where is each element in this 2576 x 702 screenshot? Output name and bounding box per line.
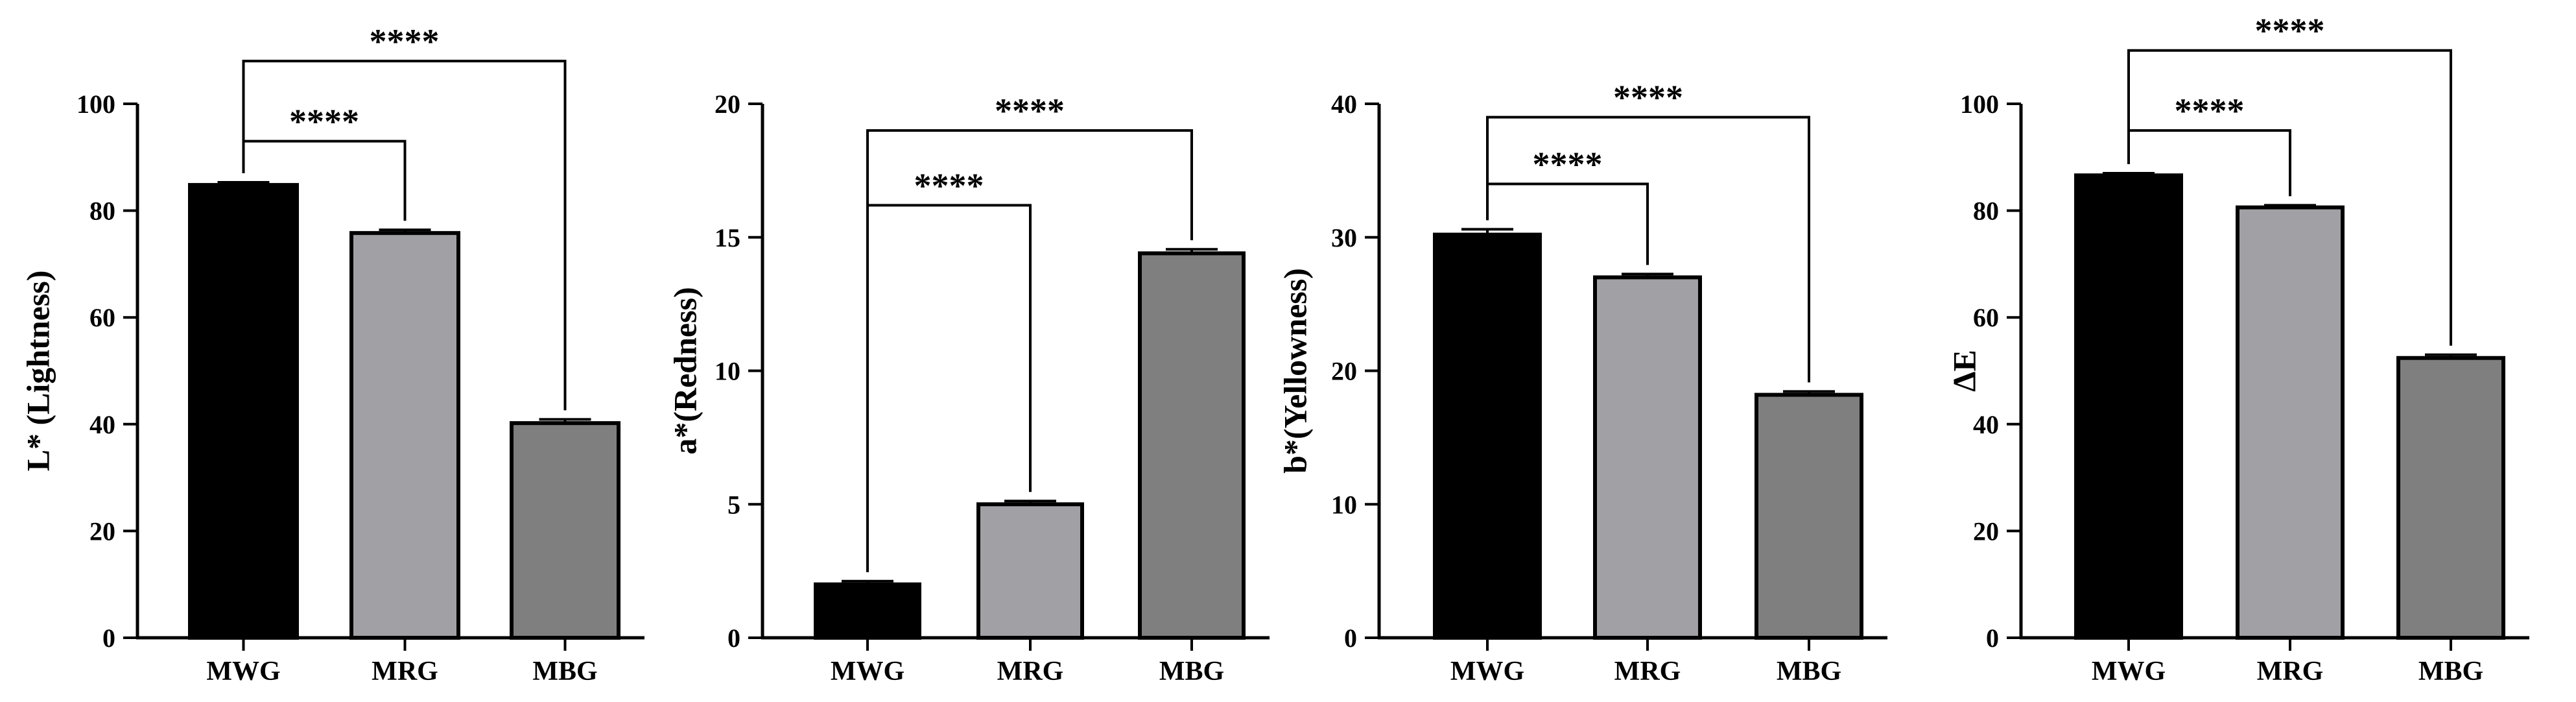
significance-bracket [866,129,1193,572]
chart-panel-2: 0 5 10 15 20 a*(Redness) MWG MRG MBG **** **** [667,90,1270,686]
x-tick-label: MWG [206,657,280,686]
bar-mbg [1138,251,1246,640]
x-tick-label: MRG [372,657,438,686]
significance-label: **** [1613,79,1683,117]
significance-label: **** [370,22,440,61]
y-tick-label: 0 [102,623,115,653]
bar-mrg [349,231,460,640]
y-tick-label: 0 [1986,623,1999,653]
y-axis-title: ΔE [1946,350,1982,392]
bar-mrg [976,502,1084,640]
y-tick-label: 40 [1331,90,1357,119]
y-tick-label: 100 [1960,90,1999,119]
y-tick-label: 40 [89,410,115,439]
y-tick-label: 20 [1331,357,1357,386]
y-tick-label: 20 [1973,516,1999,546]
significance-label: **** [2175,91,2245,130]
y-tick-label: 60 [1973,303,1999,332]
bar-mbg [2396,356,2505,640]
x-tick-label: MWG [2092,657,2166,686]
chart-panel-3: 0 10 20 30 40 b*(Yellowness) MWG MRG MBG **** **** [1277,79,1887,686]
x-tick-label: MBG [2418,657,2483,686]
x-tick-label: MBG [1159,657,1224,686]
y-tick-label: 0 [727,623,740,653]
y-axis-title: a*(Redness) [667,287,703,454]
significance-label: **** [1533,145,1603,184]
bar-mwg [1433,232,1542,640]
significance-label: **** [2255,12,2325,51]
significance-bracket [1486,115,1810,383]
y-tick-label: 30 [1331,223,1357,252]
chart-panel-4: 0 20 40 60 80 100 ΔE MWG MRG MBG **** **** [1946,12,2529,686]
significance-label: **** [995,91,1065,130]
x-tick-label: MBG [1777,657,1841,686]
x-tick-label: MWG [1450,657,1524,686]
x-tick-label: MRG [2257,657,2324,686]
chart-panel-1: 0 20 40 60 80 100 L* (Lightness) MWG MRG MBG **** *… [19,22,644,686]
y-axis-title: L* (Lightness) [19,271,56,472]
x-tick-label: MRG [997,657,1064,686]
significance-label: **** [914,166,984,205]
y-tick-label: 5 [727,490,740,519]
y-tick-label: 100 [77,90,115,119]
bar-mrg [2236,205,2345,640]
y-tick-label: 20 [715,90,740,119]
x-tick-label: MRG [1614,657,1681,686]
y-tick-label: 60 [89,303,115,332]
bar-mrg [1593,275,1702,640]
y-tick-label: 15 [715,223,740,252]
y-tick-label: 20 [89,516,115,546]
y-tick-label: 10 [715,357,740,386]
y-axis-title: b*(Yellowness) [1277,268,1313,474]
bar-mbg [510,421,620,640]
bar-mbg [1755,393,1863,640]
y-tick-label: 10 [1331,490,1357,519]
bar-mwg [2074,173,2183,640]
y-tick-label: 80 [89,197,115,226]
bar-mwg [188,183,299,640]
significance-bracket [2127,49,2452,346]
significance-label: **** [289,103,359,141]
y-tick-label: 0 [1344,623,1357,653]
y-tick-label: 40 [1973,410,1999,439]
significance-bracket [242,60,567,411]
y-tick-label: 80 [1973,197,1999,226]
x-tick-label: MBG [532,657,597,686]
x-tick-label: MWG [831,657,904,686]
bar-mwg [814,582,921,640]
